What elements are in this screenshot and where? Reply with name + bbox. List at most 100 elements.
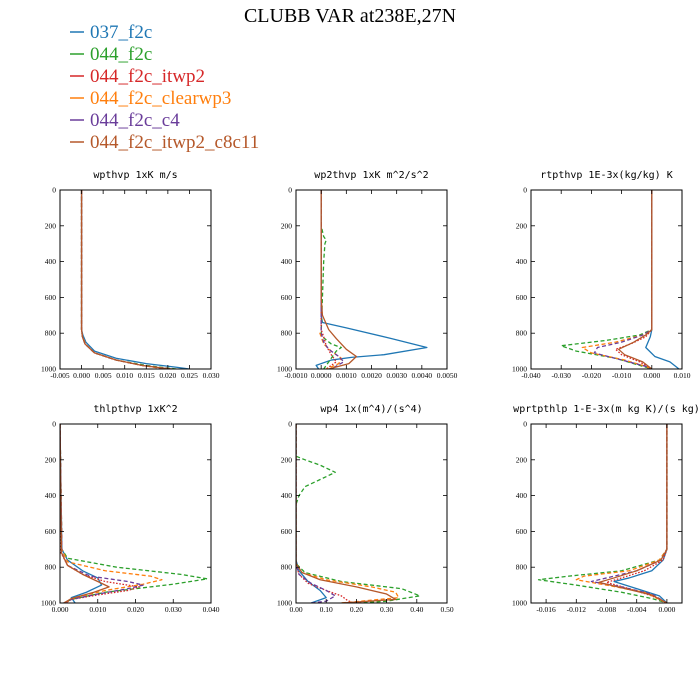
y-tick-label-1-1: 200	[281, 221, 293, 230]
x-tick-label-1-5: 0.0040	[412, 371, 433, 380]
series-line-2-0	[645, 190, 680, 369]
x-tick-label-2-4: 0.000	[643, 371, 660, 380]
series-line-0-2	[80, 190, 173, 369]
legend-label-0: 037_f2c	[90, 22, 152, 43]
y-tick-label-3-2: 400	[45, 491, 57, 500]
x-tick-label-0-6: 0.025	[181, 371, 198, 380]
series-line-3-5	[60, 424, 110, 603]
panel-1: wp2thvp 1xK m^2/s^2 0 200 400 600 800 1000-0.0…	[277, 170, 458, 380]
figure-title: CLUBB VAR at238E,27N	[244, 5, 456, 27]
series-line-0-3	[80, 190, 168, 369]
y-tick-label-2-5: 1000	[512, 365, 527, 374]
y-tick-label-2-4: 800	[516, 329, 528, 338]
panel-frame-3	[59, 423, 212, 604]
x-tick-label-1-4: 0.0030	[386, 371, 407, 380]
series-line-4-3	[296, 424, 400, 603]
panel-title-5: wprtpthlp 1-E-3x(m kg K)/(s kg)	[513, 404, 700, 415]
series-line-4-1	[296, 424, 421, 603]
panel-title-2: rtpthvp 1E-3x(kg/kg) K	[540, 170, 672, 181]
x-tick-label-1-2: 0.0010	[336, 371, 357, 380]
series-line-3-2	[60, 424, 140, 603]
y-tick-label-5-4: 800	[516, 563, 528, 572]
x-tick-label-4-4: 0.40	[410, 605, 423, 614]
panel-title-0: wpthvp 1xK m/s	[93, 170, 177, 181]
x-tick-label-3-1: 0.010	[89, 605, 106, 614]
y-tick-label-0-2: 400	[45, 257, 57, 266]
y-tick-label-3-1: 200	[45, 455, 57, 464]
x-tick-label-1-3: 0.0020	[361, 371, 382, 380]
y-tick-label-0-5: 1000	[41, 365, 56, 374]
x-tick-label-0-5: 0.020	[159, 371, 176, 380]
panel-frame-0	[59, 189, 212, 370]
panel-frame-5	[530, 423, 683, 604]
series-line-4-2	[296, 424, 354, 603]
legend: 037_f2c044_f2c044_f2c_itwp2044_f2c_clear…	[70, 22, 259, 153]
legend-label-4: 044_f2c_c4	[90, 110, 180, 131]
legend-label-1: 044_f2c	[90, 44, 152, 65]
x-tick-label-4-5: 0.50	[440, 605, 453, 614]
x-tick-label-2-3: -0.010	[612, 371, 632, 380]
series-line-5-5	[598, 424, 668, 603]
x-tick-label-2-5: 0.010	[674, 371, 691, 380]
y-tick-label-3-3: 600	[45, 527, 57, 536]
y-tick-label-1-4: 800	[281, 329, 293, 338]
x-tick-label-4-3: 0.30	[380, 605, 393, 614]
panel-title-3: thlpthvp 1xK^2	[93, 404, 177, 415]
series-line-3-0	[60, 424, 103, 603]
y-tick-label-2-2: 400	[516, 257, 528, 266]
y-tick-label-4-1: 200	[281, 455, 293, 464]
x-tick-label-0-0: -0.005	[50, 371, 70, 380]
x-tick-label-0-4: 0.015	[138, 371, 155, 380]
x-tick-label-1-0: -0.0010	[284, 371, 307, 380]
series-line-2-1	[560, 190, 653, 369]
x-tick-label-2-2: -0.020	[582, 371, 602, 380]
y-tick-label-5-1: 200	[516, 455, 528, 464]
x-tick-label-5-2: -0.008	[597, 605, 617, 614]
y-tick-label-2-0: 0	[523, 186, 527, 195]
x-tick-label-1-6: 0.0050	[437, 371, 458, 380]
legend-label-3: 044_f2c_clearwp3	[90, 88, 231, 109]
series-line-2-3	[581, 190, 653, 369]
x-tick-label-1-1: 0.0000	[311, 371, 332, 380]
y-tick-label-3-5: 1000	[41, 599, 56, 608]
series-line-3-3	[60, 424, 163, 603]
panel-frame-1	[295, 189, 448, 370]
legend-label-5: 044_f2c_itwp2_c8c11	[90, 132, 259, 153]
x-tick-label-0-7: 0.030	[203, 371, 220, 380]
y-tick-label-3-4: 800	[45, 563, 57, 572]
series-line-5-4	[590, 424, 668, 603]
x-tick-label-0-3: 0.010	[116, 371, 133, 380]
x-tick-label-4-0: 0.00	[289, 605, 302, 614]
y-tick-label-0-4: 800	[45, 329, 57, 338]
y-tick-label-4-3: 600	[281, 527, 293, 536]
x-tick-label-2-0: -0.040	[521, 371, 541, 380]
series-line-0-5	[80, 190, 173, 369]
y-tick-label-2-3: 600	[516, 293, 528, 302]
series-line-2-4	[593, 190, 653, 369]
y-tick-label-3-0: 0	[52, 420, 56, 429]
y-tick-label-5-5: 1000	[512, 599, 527, 608]
legend-label-2: 044_f2c_itwp2	[90, 66, 205, 87]
series-line-0-1	[80, 190, 177, 369]
x-tick-label-3-3: 0.030	[165, 605, 182, 614]
x-tick-label-2-1: -0.030	[552, 371, 572, 380]
y-tick-label-2-1: 200	[516, 221, 528, 230]
series-line-3-4	[60, 424, 144, 603]
panel-frame-2	[530, 189, 683, 370]
panel-frame-4	[295, 423, 448, 604]
x-tick-label-4-2: 0.20	[350, 605, 363, 614]
x-tick-label-5-3: -0.004	[627, 605, 647, 614]
x-tick-label-4-1: 0.10	[320, 605, 333, 614]
series-line-4-0	[296, 424, 327, 603]
y-tick-label-1-2: 400	[281, 257, 293, 266]
y-tick-label-0-3: 600	[45, 293, 57, 302]
y-tick-label-0-0: 0	[52, 186, 56, 195]
series-line-4-4	[296, 424, 336, 603]
panel-title-4: wp4 1x(m^4)/(s^4)	[320, 404, 422, 415]
series-line-5-0	[613, 424, 668, 603]
